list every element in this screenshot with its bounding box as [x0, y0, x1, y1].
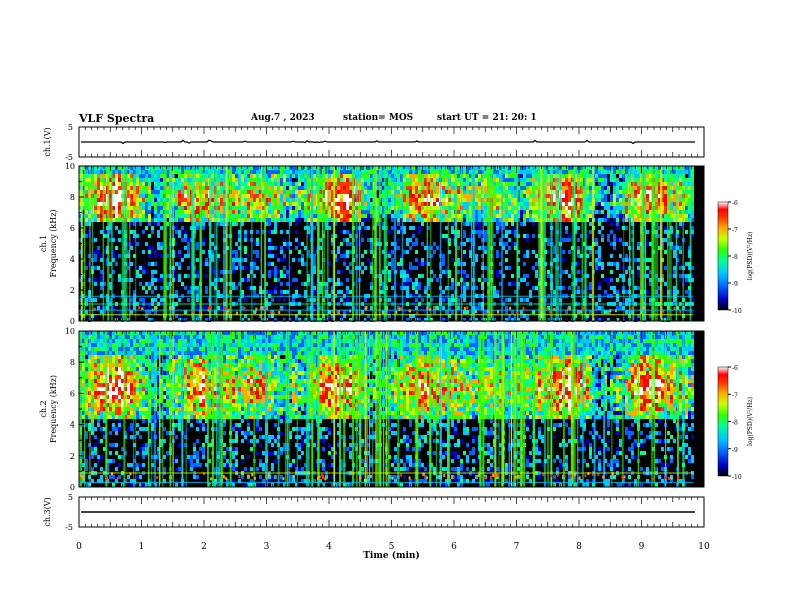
xtick-label: 8 [576, 542, 582, 552]
x-axis-label: Time (min) [363, 550, 420, 561]
ch1-spectrogram-colorbar-tick: -10 [732, 308, 742, 315]
ch1-spectrogram-image [79, 166, 704, 322]
ch1-spectrogram-colorbar-tick: -6 [732, 200, 738, 207]
ch1-spectrogram-ytick-label: 2 [70, 286, 75, 295]
ch2-spectrogram-ytick-label: 10 [65, 327, 75, 336]
ch1-spectrogram-colorbar-tick: -9 [732, 281, 738, 288]
ch1-spectrogram-ytick-label: 10 [65, 162, 75, 171]
ch2-spectrogram-colorbar-tick: -6 [732, 365, 738, 372]
ch2-spectrogram-ylabel: Frequency (kHz) [49, 375, 58, 443]
xtick-label: 6 [451, 542, 457, 552]
ch2-spectrogram-colorbar-tick: -9 [732, 447, 738, 454]
date-label: Aug.7 , 2023 [251, 113, 315, 123]
figure-title: VLF Spectra [79, 112, 155, 125]
ch3-waveform-ylabel: ch.3(V) [43, 497, 52, 526]
ch1-spectrogram-ytick-label: 4 [70, 255, 75, 264]
xtick-label: 10 [698, 542, 710, 552]
ch2-spectrogram-ytick-label: 0 [70, 483, 75, 492]
ch1-waveform-ytick-label: 5 [68, 123, 73, 132]
ch1-waveform-ytick-label: -5 [65, 153, 73, 162]
station-label: station= MOS [343, 113, 414, 123]
xtick-label: 3 [264, 542, 270, 552]
ch2-spectrogram-channel-label: ch.2 [39, 400, 48, 417]
xtick-label: 4 [326, 542, 332, 552]
xtick-label: 9 [639, 542, 645, 552]
xtick-label: 2 [201, 542, 207, 552]
ch1-spectrogram-ytick-label: 8 [70, 193, 75, 202]
ch2-spectrogram-colorbar-tick: -8 [732, 420, 738, 427]
ch2-spectrogram-colorbar-label: log(PSD)(V²/Hz) [747, 397, 754, 446]
xtick-label: 5 [389, 542, 395, 552]
ch2-spectrogram-colorbar-tick: -7 [732, 392, 738, 399]
ch1-spectrogram-channel-label: ch.1 [39, 235, 48, 252]
ch1-spectrogram-ytick-label: 0 [70, 317, 75, 326]
ch1-spectrogram-colorbar-label: log(PSD)(V²/Hz) [747, 232, 754, 281]
ch2-spectrogram-ytick-label: 2 [70, 452, 75, 461]
xtick-label: 1 [139, 542, 145, 552]
ch1-waveform-ylabel: ch.1(V) [43, 127, 52, 156]
ch2-spectrogram-image [79, 331, 704, 487]
ch3-waveform-ytick-label: 5 [68, 493, 73, 502]
ch1-waveform-trace [81, 139, 695, 145]
ch1-spectrogram-ylabel: Frequency (kHz) [49, 209, 58, 277]
ch1-spectrogram-ytick-label: 6 [70, 224, 75, 233]
ch3-waveform-ytick-label: -5 [65, 523, 73, 532]
ch2-spectrogram-ytick-label: 8 [70, 358, 75, 367]
ch1-spectrogram-colorbar-tick: -8 [732, 254, 738, 261]
ch1-spectrogram-colorbar [717, 201, 729, 311]
ch2-spectrogram-ytick-label: 4 [70, 421, 75, 430]
xtick-label: 0 [76, 542, 82, 552]
ch2-spectrogram-colorbar [717, 366, 729, 477]
ch2-spectrogram-colorbar-tick: -10 [732, 474, 742, 481]
xtick-label: 7 [514, 542, 520, 552]
ch1-spectrogram-colorbar-tick: -7 [732, 227, 738, 234]
start-ut-label: start UT = 21: 20: 1 [437, 113, 537, 123]
ch2-spectrogram-ytick-label: 6 [70, 389, 75, 398]
